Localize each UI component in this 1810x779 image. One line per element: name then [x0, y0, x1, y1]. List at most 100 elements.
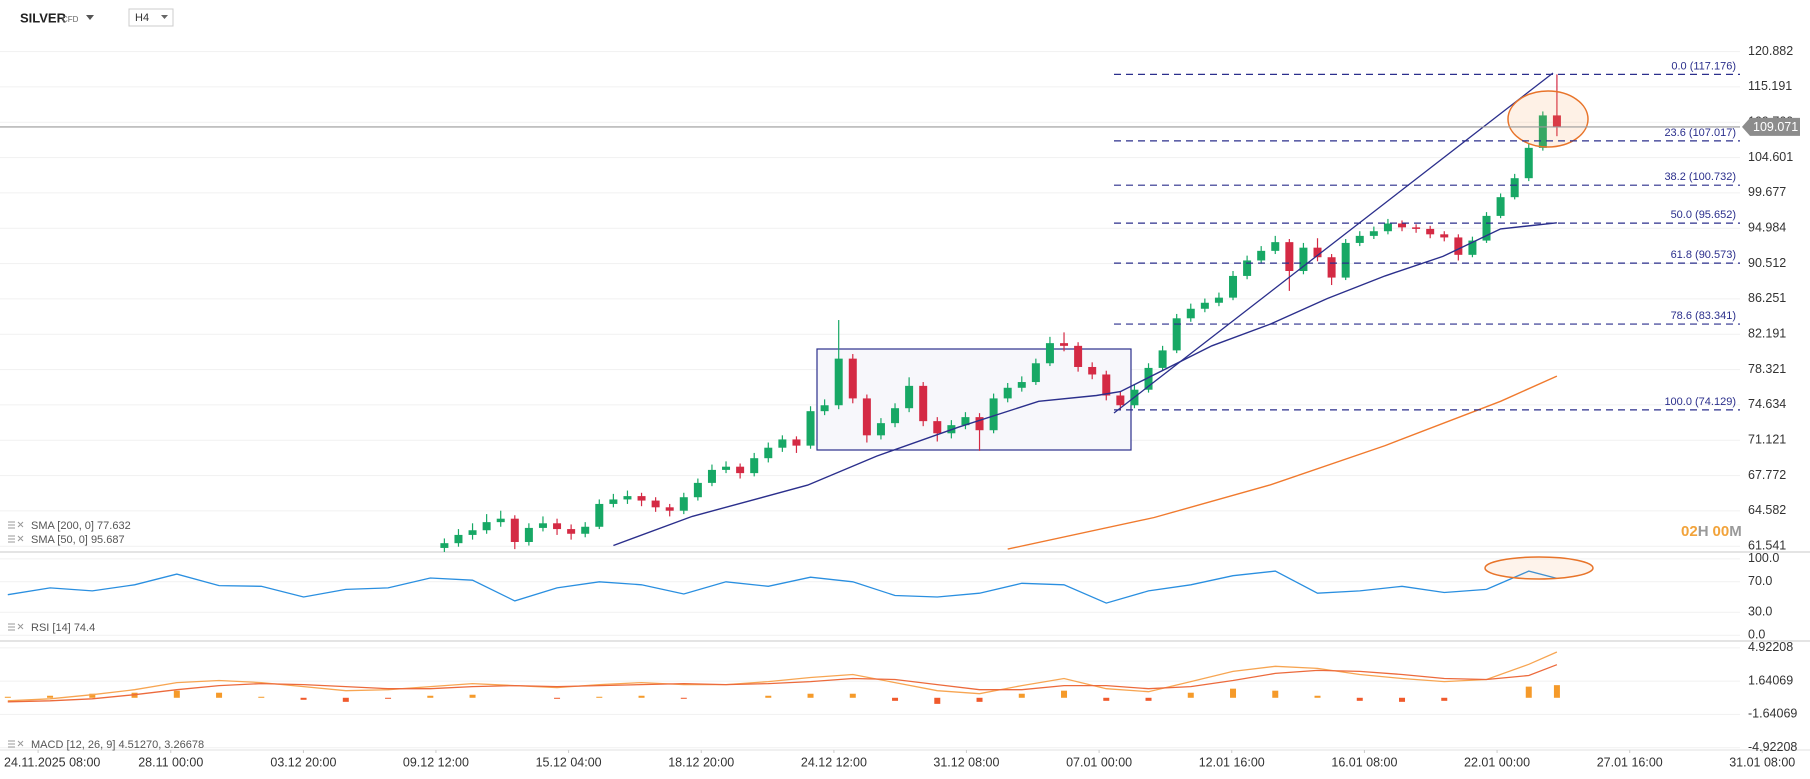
highlight-ellipse [1484, 556, 1594, 580]
macd-histogram-bar [1272, 690, 1279, 698]
candle-body [1510, 178, 1519, 198]
y-tick-label: 115.191 [1748, 79, 1792, 93]
macd-histogram-bar [1399, 697, 1406, 702]
candle-body [820, 405, 829, 412]
timeframe-select[interactable] [128, 8, 174, 27]
fib-label: 38.2 (100.732) [1664, 171, 1736, 183]
legend-entry: SMA [200, 0] 77.632 [31, 520, 131, 532]
candle-body [609, 499, 618, 504]
candle-body [736, 466, 745, 474]
trend-line [1113, 72, 1554, 414]
x-tick-label: 12.01 16:00 [1199, 755, 1265, 769]
macd-histogram-bar [765, 695, 772, 698]
legend-name: SMA [200, 0] [31, 520, 94, 532]
candle-body [1496, 197, 1505, 216]
candle-body [905, 385, 914, 409]
y-tick-label: 67.772 [1748, 468, 1786, 482]
macd-histogram-bar [47, 695, 54, 698]
y-tick-label: 61.541 [1748, 539, 1786, 553]
candle-body [1538, 115, 1547, 148]
macd-histogram-bar [469, 694, 476, 698]
candle-body [707, 469, 716, 483]
macd-histogram-bar [849, 693, 856, 698]
rsi-pane [7, 570, 1558, 604]
candle-body [1172, 318, 1181, 351]
macd-histogram-bar [1061, 690, 1068, 698]
x-tick-label: 24.12 12:00 [801, 755, 867, 769]
axes: 120.882115.191109.760104.60199.67794.984… [4, 44, 1797, 769]
candle-body [1088, 366, 1097, 375]
candle-body [848, 358, 857, 399]
x-tick-label: 09.12 12:00 [403, 755, 469, 769]
fib-label: 78.6 (83.341) [1671, 310, 1736, 322]
candle-body [1412, 227, 1421, 229]
candle-body [1299, 247, 1308, 272]
macd-histogram-bar [1525, 686, 1532, 698]
legend-entry: RSI [14] 74.4 [31, 622, 95, 634]
macd-histogram-bar [258, 696, 265, 698]
candle-body [1285, 242, 1294, 272]
candle-body [510, 518, 519, 542]
x-tick-label: 27.01 16:00 [1597, 755, 1663, 769]
candle-body [1552, 115, 1561, 127]
y-tick-label: 74.634 [1748, 397, 1786, 411]
macd-histogram-bar [1230, 688, 1237, 698]
x-tick-label: 22.01 00:00 [1464, 755, 1530, 769]
candle-body [1271, 242, 1280, 251]
candle-body [876, 423, 885, 436]
y-tick-label: 0.0 [1748, 627, 1765, 641]
candle-body [1003, 387, 1012, 399]
candle-body [764, 447, 773, 459]
legend-icons [8, 521, 24, 748]
y-tick-label: -1.64069 [1748, 707, 1797, 721]
candle-body [1102, 374, 1111, 396]
macd-histogram-bar [1314, 695, 1321, 698]
sma-line [613, 222, 1557, 547]
candle-body [862, 398, 871, 436]
candle-body [595, 503, 604, 527]
symbol-type: CFD [62, 15, 79, 24]
candle-body [1200, 302, 1209, 309]
fib-label: 61.8 (90.573) [1671, 249, 1736, 261]
candle-body [1398, 223, 1407, 228]
legend-name: SMA [50, 0] [31, 534, 88, 546]
macd-histogram-bar [976, 697, 983, 702]
candle-body [524, 527, 533, 542]
macd-histogram-bar [934, 697, 941, 704]
legend-value: 74.4 [74, 622, 95, 634]
x-tick-label: 31.12 08:00 [933, 755, 999, 769]
candle-body [1214, 297, 1223, 303]
candle-body [792, 439, 801, 446]
candle-body [665, 507, 674, 511]
macd-histogram-bar [1018, 693, 1025, 698]
symbol: SILVER [20, 10, 67, 25]
y-tick-label: 99.677 [1748, 185, 1786, 199]
legend-entry: SMA [50, 0] 95.687 [31, 534, 125, 546]
candle-body [637, 496, 646, 501]
candle-body [567, 529, 576, 534]
macd-histogram-bar [427, 695, 434, 698]
macd-histogram-bar [385, 697, 392, 699]
macd-histogram-bar [173, 690, 180, 698]
candle-body [1116, 395, 1125, 406]
macd-histogram-bar [680, 697, 687, 699]
candle-body [482, 522, 491, 531]
x-tick-label: 15.12 04:00 [536, 755, 602, 769]
candle-body [1186, 308, 1195, 319]
candle-body [1524, 147, 1533, 179]
candle-countdown: 02H 00M [1681, 523, 1742, 540]
price-tag-bg [1742, 117, 1800, 136]
macd-histogram-bar [1103, 697, 1110, 701]
macd-histogram-bar [4, 696, 11, 698]
x-tick-label: 03.12 20:00 [270, 755, 336, 769]
candle-body [651, 500, 660, 508]
y-tick-label: 30.0 [1748, 605, 1772, 619]
fib-label: 0.0 (117.176) [1671, 60, 1736, 72]
candle-body [693, 482, 702, 498]
y-tick-label: 104.601 [1748, 150, 1793, 164]
symbol-dropdown[interactable] [86, 15, 94, 20]
countdown-part: H [1698, 523, 1709, 540]
candle-body [1144, 367, 1153, 390]
candle-body [1468, 240, 1477, 255]
